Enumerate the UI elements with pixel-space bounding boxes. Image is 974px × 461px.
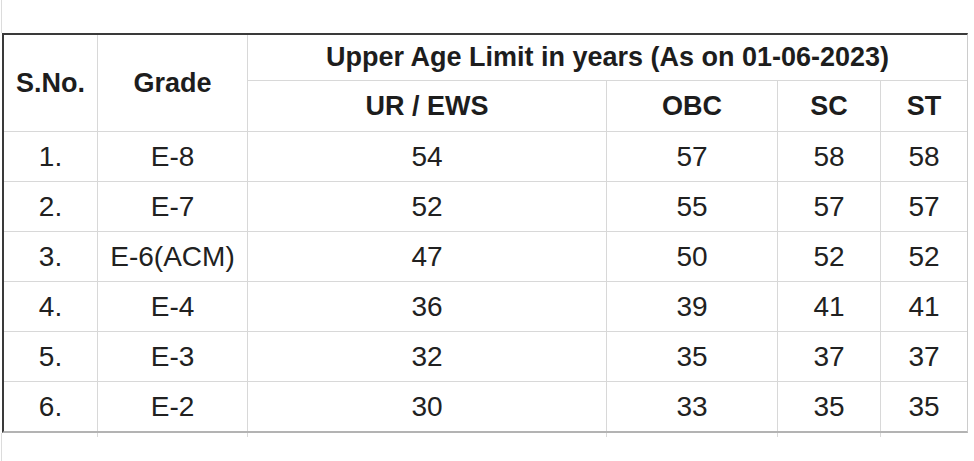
cell-sno: 5. — [4, 332, 97, 381]
faint-gridline-stub — [880, 433, 881, 437]
cell-sno: 6. — [4, 382, 97, 431]
cell-st: 57 — [881, 182, 967, 231]
cell-sc: 58 — [778, 132, 880, 181]
cell-st: 52 — [881, 232, 967, 281]
cell-st: 37 — [881, 332, 967, 381]
cell-st: 35 — [881, 382, 967, 431]
faint-gridline-stub — [97, 433, 98, 437]
cell-sc: 41 — [778, 282, 880, 331]
cell-grade: E-6(ACM) — [98, 232, 247, 281]
column-header-st: ST — [881, 81, 967, 131]
cell-grade: E-8 — [98, 132, 247, 181]
upper-age-limit-table: S.No. Grade Upper Age Limit in years (As… — [2, 33, 968, 433]
faint-gridline-stub — [247, 433, 248, 437]
cell-ur-ews: 47 — [248, 232, 606, 281]
cell-obc: 39 — [607, 282, 777, 331]
cell-obc: 50 — [607, 232, 777, 281]
cell-obc: 35 — [607, 332, 777, 381]
cell-ur-ews: 32 — [248, 332, 606, 381]
cell-grade: E-7 — [98, 182, 247, 231]
cell-sc: 57 — [778, 182, 880, 231]
column-header-obc: OBC — [607, 81, 777, 131]
column-header-grade: Grade — [98, 35, 247, 131]
faint-gridline-stub — [777, 433, 778, 437]
cell-sno: 4. — [4, 282, 97, 331]
cell-obc: 33 — [607, 382, 777, 431]
cell-ur-ews: 54 — [248, 132, 606, 181]
cell-grade: E-3 — [98, 332, 247, 381]
column-header-sc: SC — [778, 81, 880, 131]
page: S.No. Grade Upper Age Limit in years (As… — [0, 0, 974, 461]
cell-grade: E-2 — [98, 382, 247, 431]
cell-sno: 1. — [4, 132, 97, 181]
cell-sno: 3. — [4, 232, 97, 281]
column-header-ur-ews: UR / EWS — [248, 81, 606, 131]
cell-ur-ews: 30 — [248, 382, 606, 431]
cell-grade: E-4 — [98, 282, 247, 331]
cell-st: 41 — [881, 282, 967, 331]
faint-gridline-left-top — [1, 0, 2, 33]
cell-sno: 2. — [4, 182, 97, 231]
cell-ur-ews: 52 — [248, 182, 606, 231]
cell-obc: 55 — [607, 182, 777, 231]
table-title: Upper Age Limit in years (As on 01-06-20… — [248, 35, 967, 80]
cell-ur-ews: 36 — [248, 282, 606, 331]
cell-sc: 37 — [778, 332, 880, 381]
cell-sc: 52 — [778, 232, 880, 281]
cell-obc: 57 — [607, 132, 777, 181]
cell-st: 58 — [881, 132, 967, 181]
faint-gridline-stub — [606, 433, 607, 437]
column-header-sno: S.No. — [4, 35, 97, 131]
cell-sc: 35 — [778, 382, 880, 431]
faint-gridline-left-bottom — [1, 433, 2, 461]
